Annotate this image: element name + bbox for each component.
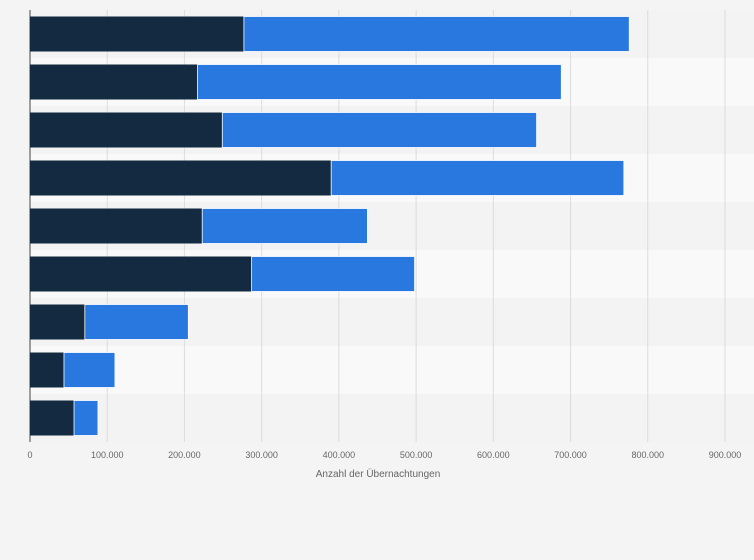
bar-segment[interactable] bbox=[30, 112, 223, 148]
bar-segment[interactable] bbox=[63, 352, 116, 388]
bar-segment[interactable] bbox=[73, 400, 99, 436]
x-axis-title: Anzahl der Übernachtungen bbox=[316, 468, 441, 480]
x-tick-label: 100.000 bbox=[91, 450, 124, 460]
x-tick-label: 400.000 bbox=[323, 450, 356, 460]
row-band bbox=[30, 394, 754, 442]
bar-segment[interactable] bbox=[30, 160, 332, 196]
bar-segment[interactable] bbox=[330, 160, 625, 196]
bar-segment[interactable] bbox=[30, 16, 244, 52]
x-tick-label: 300.000 bbox=[245, 450, 278, 460]
bar-segment[interactable] bbox=[30, 304, 85, 340]
bar-segment[interactable] bbox=[84, 304, 189, 340]
bar-segment[interactable] bbox=[30, 256, 252, 292]
x-tick-label: 0 bbox=[27, 450, 32, 460]
bar-segment[interactable] bbox=[30, 64, 198, 100]
bar-segment[interactable] bbox=[201, 208, 368, 244]
x-tick-label: 900.000 bbox=[709, 450, 742, 460]
bars bbox=[30, 16, 630, 436]
bar-segment[interactable] bbox=[251, 256, 415, 292]
bar-segment[interactable] bbox=[30, 208, 203, 244]
x-tick-label: 500.000 bbox=[400, 450, 433, 460]
bar-segment[interactable] bbox=[30, 400, 75, 436]
row-band bbox=[30, 346, 754, 394]
bar-segment[interactable] bbox=[243, 16, 630, 52]
x-tick-labels: 0 100.000 200.000 300.000 400.000 500.000 600.… bbox=[27, 450, 741, 460]
bar-segment[interactable] bbox=[197, 64, 562, 100]
x-tick-label: 600.000 bbox=[477, 450, 510, 460]
bar-segment[interactable] bbox=[221, 112, 537, 148]
x-tick-label: 200.000 bbox=[168, 450, 201, 460]
bar-segment[interactable] bbox=[30, 352, 64, 388]
x-tick-label: 800.000 bbox=[632, 450, 665, 460]
x-tick-label: 700.000 bbox=[554, 450, 587, 460]
